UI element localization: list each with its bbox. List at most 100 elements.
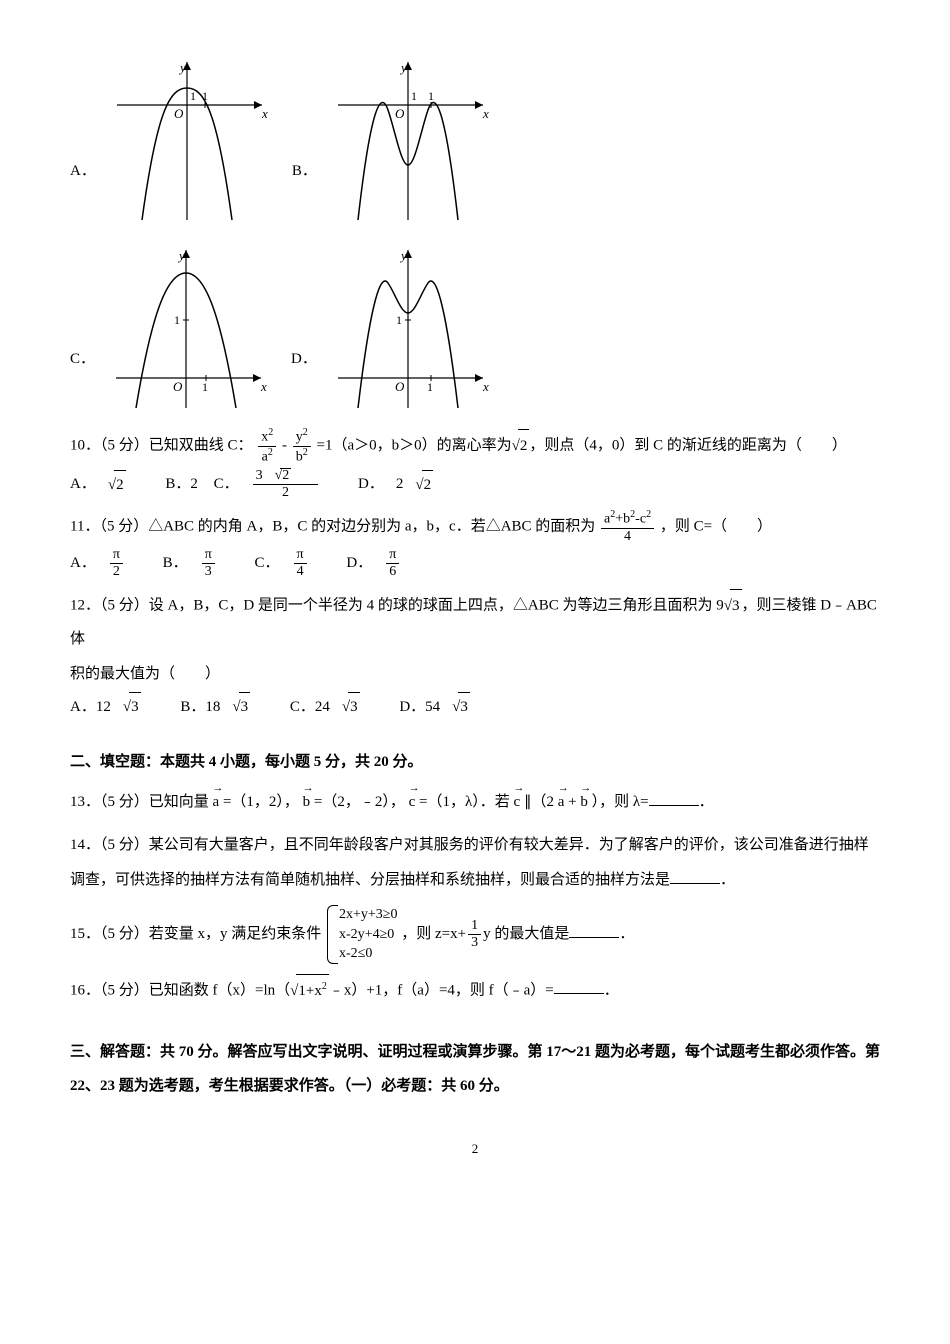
q12-line1a: 12．（5 分）设 A，B，C，D 是同一个半径为 4 的球的球面上四点，△AB… <box>70 597 724 613</box>
q14-b: 调查，可供选择的抽样方法有简单随机抽样、分层抽样和系统抽样，则最合适的抽样方法是 <box>70 872 670 888</box>
option-c-label: C． <box>70 345 95 374</box>
q10-mid2: ，则点（4，0）到 C 的渐近线的距离为（ ） <box>529 438 847 454</box>
graph-option-b: B． y x O 1 1 <box>292 50 493 230</box>
vec-b2: b <box>580 786 588 819</box>
vec-a2: a <box>558 786 565 819</box>
q11-suffix: ，则 C=（ ） <box>660 519 772 535</box>
q13-b: =（1，2）， <box>223 794 299 810</box>
section-3-title-b: 22、23 题为选考题，考生根据要求作答。（一）必考题：共 60 分。 <box>70 1072 880 1101</box>
question-11: 11．（5 分）△ABC 的内角 A，B，C 的对边分别为 a，b，c．若△AB… <box>70 510 880 544</box>
svg-text:1: 1 <box>427 380 433 394</box>
vec-a: a <box>213 786 220 819</box>
sqrt-1px2: 1+x2 <box>290 974 329 1008</box>
q16-end: ． <box>604 982 619 998</box>
q12-choice-a: A．123 <box>70 699 165 715</box>
q15-c: y 的最大值是 <box>483 926 569 942</box>
page-number: 2 <box>70 1137 880 1162</box>
svg-text:1: 1 <box>202 380 208 394</box>
q14-a: 14．（5 分）某公司有大量客户，且不同年龄段客户对其服务的评价有较大差异．为了… <box>70 837 869 853</box>
svg-text:x: x <box>261 106 268 121</box>
graph-b-svg: y x O 1 1 <box>323 50 493 230</box>
svg-text:1: 1 <box>428 89 434 103</box>
question-14: 14．（5 分）某公司有大量客户，且不同年龄段客户对其服务的评价有较大差异．为了… <box>70 829 880 862</box>
graph-option-d: D． y x O 1 1 <box>291 238 493 418</box>
option-a-label: A． <box>70 157 96 186</box>
frac-num: y <box>296 430 303 445</box>
svg-text:1: 1 <box>174 313 180 327</box>
q12-line2: 积的最大值为（ ） <box>70 660 880 689</box>
graph-a-svg: y x O 1 1 <box>102 50 272 230</box>
blank-14 <box>670 883 720 884</box>
q11-choice-b: B．π3 <box>163 555 239 571</box>
q13-f: + <box>568 794 576 810</box>
svg-text:y: y <box>177 248 185 263</box>
q13-d: =（1，λ）．若 <box>419 794 510 810</box>
q12-choice-d: D．543 <box>399 699 494 715</box>
svg-text:y: y <box>399 60 407 75</box>
svg-text:O: O <box>395 379 405 394</box>
frac-x2-a2: x2 a2 <box>258 428 276 464</box>
svg-text:O: O <box>395 106 405 121</box>
option-b-label: B． <box>292 157 317 186</box>
q10-choice-b: B．2 <box>165 476 198 492</box>
blank-16 <box>554 993 604 994</box>
q11-choice-d: D．π6 <box>346 555 423 571</box>
question-15: 15．（5 分）若变量 x，y 满足约束条件 2x+y+3≥0 x-2y+4≥0… <box>70 905 880 964</box>
svg-text:1: 1 <box>396 313 402 327</box>
q11-choice-a: A．π2 <box>70 555 147 571</box>
graph-option-c: C． y x O 1 1 <box>70 238 271 418</box>
q16-a: 16．（5 分）已知函数 f（x）=ln（ <box>70 982 290 998</box>
case-row: 2x+y+3≥0 <box>339 905 397 925</box>
graph-d-svg: y x O 1 1 <box>323 238 493 418</box>
frac-1-3: 13 <box>468 919 481 950</box>
q14-end: ． <box>720 872 735 888</box>
q10-choice-d: D．22 <box>358 476 457 492</box>
question-10: 10．（5 分）已知双曲线 C： x2 a2 - y2 b2 =1（a＞0，b＞… <box>70 428 880 464</box>
cases-15: 2x+y+3≥0 x-2y+4≥0 x-2≤0 <box>325 905 397 964</box>
q15-end: ． <box>619 926 634 942</box>
q10-mid1: =1（a＞0，b＞0）的离心率为 <box>317 438 512 454</box>
q13-g: ），则 λ= <box>592 794 649 810</box>
svg-text:x: x <box>260 379 267 394</box>
frac-a2b2c2: a2+b2-c2 4 <box>601 510 654 544</box>
vec-c2: c <box>514 786 521 819</box>
graph-c-svg: y x O 1 1 <box>101 238 271 418</box>
section-2-title: 二、填空题：本题共 4 小题，每小题 5 分，共 20 分。 <box>70 748 880 777</box>
svg-text:x: x <box>482 106 489 121</box>
q15-b: ，则 z=x+ <box>401 926 466 942</box>
svg-text:1: 1 <box>411 89 417 103</box>
option-d-label: D． <box>291 345 317 374</box>
frac-y2-b2: y2 b2 <box>293 428 311 464</box>
q10-choice-c: C．322 <box>214 476 343 492</box>
q12-choices: A．123 B．183 C．243 D．543 <box>70 692 880 722</box>
sqrt-2: 2 <box>512 429 530 463</box>
vec-b: b <box>303 786 311 819</box>
q13-e: ∥（2 <box>524 794 554 810</box>
section-3-title-a: 三、解答题：共 70 分。解答应写出文字说明、证明过程或演算步骤。第 17～21… <box>70 1038 880 1067</box>
graph-option-a: A． y x O 1 1 <box>70 50 272 230</box>
case-row: x-2≤0 <box>339 944 397 964</box>
graph-row-ab: A． y x O 1 1 B． y x O 1 1 <box>70 50 880 230</box>
question-16: 16．（5 分）已知函数 f（x）=ln（1+x2﹣x）+1，f（a）=4，则 … <box>70 974 880 1008</box>
q15-a: 15．（5 分）若变量 x，y 满足约束条件 <box>70 926 321 942</box>
svg-text:y: y <box>178 60 186 75</box>
blank-13 <box>649 805 699 806</box>
q10-choices: A．2 B．2 C．322 D．22 <box>70 468 880 500</box>
svg-text:O: O <box>173 379 183 394</box>
q12-choice-c: C．243 <box>290 699 384 715</box>
q11-prefix: 11．（5 分）△ABC 的内角 A，B，C 的对边分别为 a，b，c．若△AB… <box>70 519 595 535</box>
svg-text:1: 1 <box>190 89 196 103</box>
q11-choice-c: C．π4 <box>255 555 331 571</box>
q10-choice-a: A．2 <box>70 476 150 492</box>
graph-row-cd: C． y x O 1 1 D． y x O 1 <box>70 238 880 418</box>
q10-prefix: 10．（5 分）已知双曲线 C： <box>70 438 253 454</box>
svg-text:y: y <box>399 248 407 263</box>
q13-end: ． <box>699 794 714 810</box>
vec-c: c <box>409 786 416 819</box>
q13-a: 13．（5 分）已知向量 <box>70 794 209 810</box>
svg-text:O: O <box>174 106 184 121</box>
question-12: 12．（5 分）设 A，B，C，D 是同一个半径为 4 的球的球面上四点，△AB… <box>70 589 880 656</box>
frac-den: b <box>296 449 303 464</box>
svg-text:x: x <box>482 379 489 394</box>
question-13: 13．（5 分）已知向量 a =（1，2）， b =（2，﹣2）， c =（1，… <box>70 786 880 819</box>
